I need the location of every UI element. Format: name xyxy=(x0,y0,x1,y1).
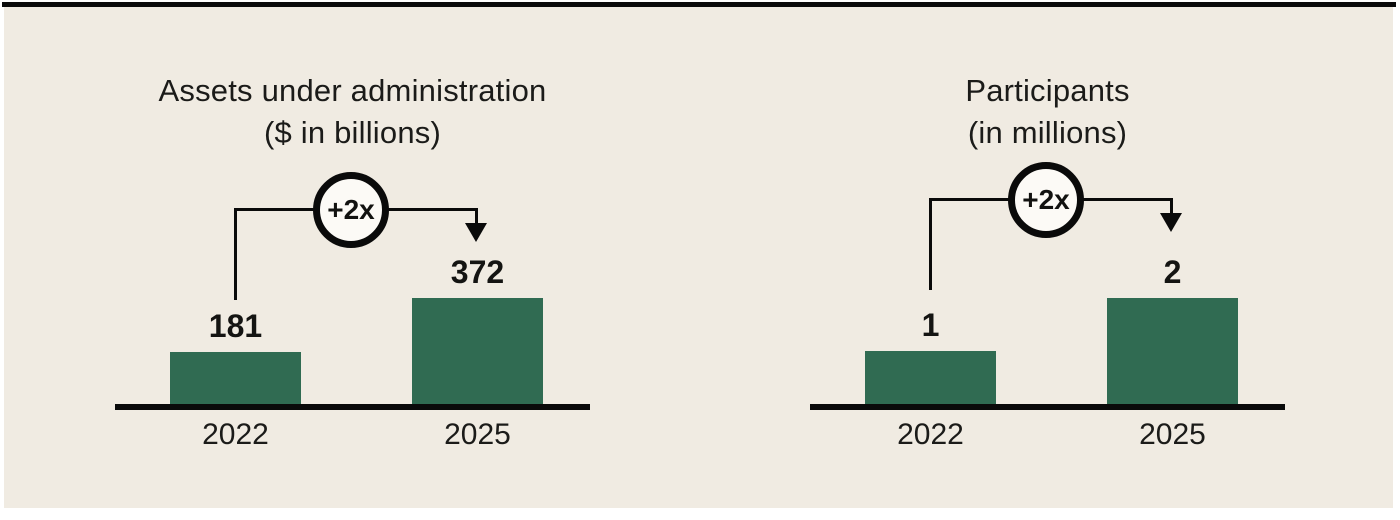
growth-multiplier-badge: +2x xyxy=(1008,162,1084,238)
chart-assets-under-administration: Assets under administration ($ in billio… xyxy=(115,68,590,458)
growth-multiplier-label: +2x xyxy=(327,194,375,225)
chart-title-block: Participants (in millions) xyxy=(810,70,1285,154)
chart-title: Participants xyxy=(965,73,1130,108)
bar-2022 xyxy=(865,351,996,404)
bar-2025 xyxy=(1107,298,1238,404)
bar-2022 xyxy=(170,352,301,404)
value-label-2022: 181 xyxy=(208,308,263,344)
chart-title: Assets under administration xyxy=(158,73,547,108)
connector-left-drop-line xyxy=(234,208,237,300)
arrow-down-icon xyxy=(465,223,487,242)
chart-participants: Participants (in millions) +2x 1 2 2022 … xyxy=(810,68,1285,458)
chart-title-block: Assets under administration ($ in billio… xyxy=(115,70,590,154)
growth-connector: +2x xyxy=(810,58,1285,448)
value-label-2025: 372 xyxy=(450,254,505,290)
growth-multiplier-label: +2x xyxy=(1022,184,1070,215)
chart-subtitle: (in millions) xyxy=(967,115,1128,150)
x-tick-label-2022: 2022 xyxy=(202,418,269,451)
top-divider-rule xyxy=(2,2,1396,7)
bar-2025 xyxy=(412,298,543,404)
value-label-2022: 1 xyxy=(921,307,940,343)
x-axis-line xyxy=(810,404,1285,410)
x-tick-label-2022: 2022 xyxy=(897,418,964,451)
x-axis-line xyxy=(115,404,590,410)
value-label-2025: 2 xyxy=(1163,254,1182,290)
connector-arrow-stem xyxy=(475,208,478,225)
figure-background-panel: Assets under administration ($ in billio… xyxy=(4,7,1393,508)
chart-subtitle: ($ in billions) xyxy=(263,115,441,150)
connector-arrow-stem xyxy=(1170,198,1173,215)
x-tick-label-2025: 2025 xyxy=(444,418,511,451)
arrow-down-icon xyxy=(1160,213,1182,232)
growth-connector: +2x xyxy=(115,68,590,458)
x-tick-label-2025: 2025 xyxy=(1139,418,1206,451)
growth-multiplier-badge: +2x xyxy=(313,172,389,248)
connector-left-drop-line xyxy=(929,198,932,290)
